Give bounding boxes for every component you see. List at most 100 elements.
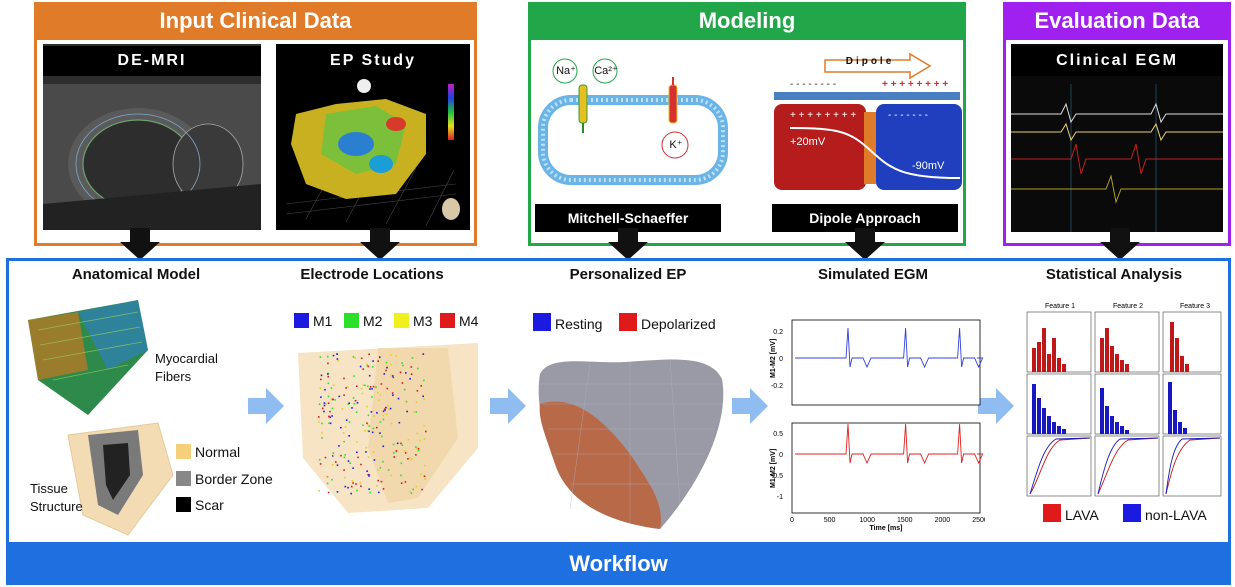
electrode-dot xyxy=(327,402,330,404)
electrode-dot xyxy=(424,464,426,467)
electrode-dot xyxy=(415,446,417,448)
electrode-dot xyxy=(379,421,382,423)
outer-plus-row: + + + + + + + + xyxy=(882,79,949,90)
electrode-dot xyxy=(331,415,333,417)
electrode-dot xyxy=(343,469,345,471)
electrode-dot xyxy=(334,461,337,463)
electrode-dot xyxy=(405,400,408,403)
electrode-dot xyxy=(425,430,427,433)
egm-x-tick: 2500 xyxy=(972,517,985,524)
voltage-neg: -90mV xyxy=(912,160,945,172)
electrode-dot xyxy=(356,489,358,492)
electrode-dot xyxy=(319,356,322,358)
electrode-dot xyxy=(359,482,362,484)
electrode-dot xyxy=(367,456,370,458)
egm-bottom-tick-2: -0.5 xyxy=(771,473,783,480)
electrode-dot xyxy=(423,398,425,401)
anatomical-title: Anatomical Model xyxy=(71,266,201,283)
electrode-dot xyxy=(390,354,392,356)
legend-resting: Resting xyxy=(533,313,602,332)
inner-plus-row: + + + + + + + + xyxy=(790,110,857,121)
electrode-dot xyxy=(332,354,335,357)
electrode-dot xyxy=(347,460,350,462)
electrode-dot xyxy=(423,425,426,427)
electrode-dot xyxy=(415,454,417,456)
electrode-dot xyxy=(401,382,404,384)
electrode-dot xyxy=(355,411,358,413)
electrode-dot xyxy=(382,410,385,413)
electrode-dot xyxy=(385,413,388,415)
electrode-dot xyxy=(400,462,403,465)
electrode-dot xyxy=(360,463,362,466)
electrode-dot xyxy=(377,469,379,471)
electrode-dot xyxy=(400,482,403,484)
electrode-dot xyxy=(417,367,419,370)
electrode-dot xyxy=(325,402,327,405)
electrode-dot xyxy=(373,459,376,461)
electrode-dot xyxy=(344,476,346,479)
electrode-dot xyxy=(355,483,357,485)
electrode-dot xyxy=(392,394,394,396)
electrode-dot xyxy=(373,415,375,417)
electrode-dot xyxy=(379,432,381,434)
na-ion-label: Na⁺ xyxy=(556,65,576,77)
electrode-dot xyxy=(368,353,370,356)
electrode-dot xyxy=(369,491,371,494)
electrode-dot xyxy=(328,415,330,418)
depolarized-text: Depolarized xyxy=(641,316,716,332)
electrode-dot xyxy=(387,469,390,471)
electrode-dot xyxy=(415,411,418,413)
electrode-dot xyxy=(382,414,384,417)
electrode-dot xyxy=(396,442,399,445)
electrode-dot xyxy=(366,365,369,367)
electrode-dot xyxy=(327,373,329,375)
electrode-dot xyxy=(423,379,425,382)
egm-bottom-tick-3: -1 xyxy=(777,494,783,501)
electrode-dot xyxy=(410,373,413,375)
legend-border-zone: Border Zone xyxy=(176,471,273,487)
electrode-dot xyxy=(345,419,348,421)
m1-swatch xyxy=(294,313,309,328)
electrode-dot xyxy=(411,357,414,359)
electrode-dot xyxy=(419,439,421,442)
normal-swatch xyxy=(176,444,191,459)
electrode-dot xyxy=(367,473,370,476)
electrode-dot xyxy=(380,383,383,385)
electrode-dot xyxy=(405,372,407,374)
electrode-dot xyxy=(352,397,355,399)
inner-minus-row: - - - - - - - xyxy=(888,110,928,121)
electrode-dot xyxy=(360,388,363,390)
electrode-dot xyxy=(372,427,375,430)
egm-trace xyxy=(795,327,984,369)
electrode-dot xyxy=(367,365,370,368)
electrode-dot xyxy=(329,422,332,425)
electrode-dot xyxy=(411,458,413,460)
electrode-dot xyxy=(337,360,339,362)
electrode-dot xyxy=(321,422,323,425)
electrode-dot xyxy=(415,485,418,488)
electrode-dot xyxy=(368,425,371,427)
electrode-dot xyxy=(380,480,383,483)
electrode-dot xyxy=(387,404,389,407)
electrode-dot xyxy=(417,447,420,450)
scar-text: Scar xyxy=(195,497,224,513)
lava-text: LAVA xyxy=(1065,507,1099,523)
electrode-dot xyxy=(391,392,394,394)
myocardial-fibers-label: Myocardial Fibers xyxy=(155,351,218,384)
electrode-dot xyxy=(343,394,345,396)
electrode-dot xyxy=(353,403,356,405)
electrode-dot xyxy=(385,369,387,372)
electrode-dot xyxy=(413,411,415,413)
electrode-dot xyxy=(323,404,326,407)
tissue-structure-image xyxy=(67,422,174,536)
electrode-dot xyxy=(344,485,347,488)
electrode-dot xyxy=(415,401,418,403)
electrode-dot xyxy=(372,360,374,362)
egm-x-tick: 2000 xyxy=(935,517,951,524)
electrode-dot xyxy=(348,402,350,404)
legend-m2: M2 xyxy=(344,313,382,329)
electrode-dot xyxy=(352,482,354,484)
down-arrow-ep xyxy=(360,228,400,260)
electrode-dot xyxy=(407,439,410,441)
electrode-dot xyxy=(327,395,330,398)
